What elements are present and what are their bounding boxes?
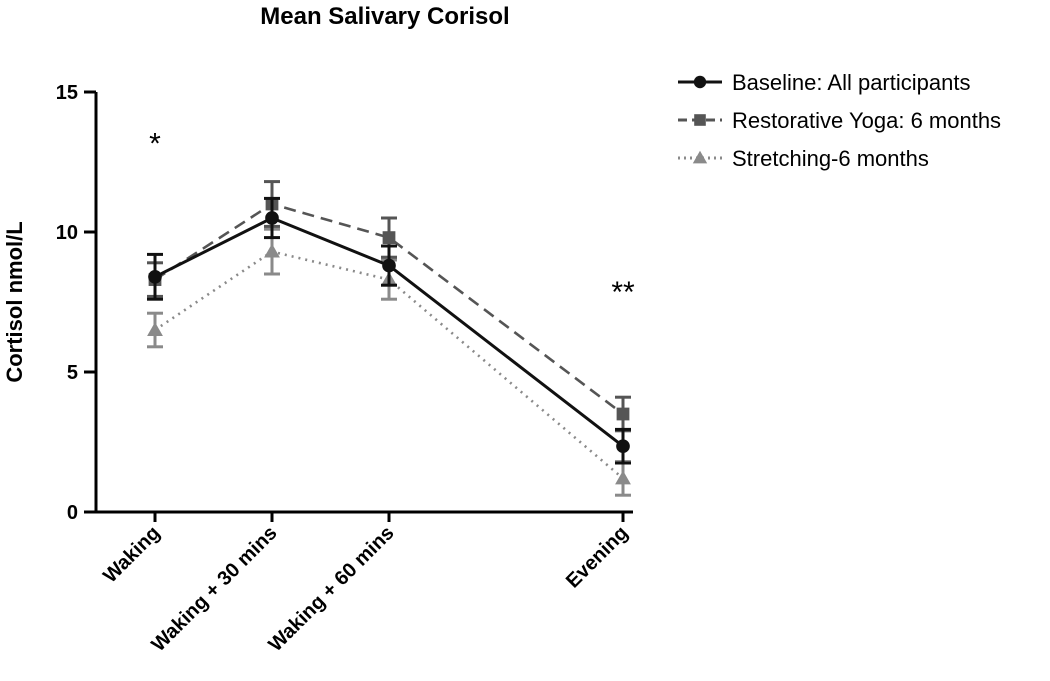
data-point (265, 211, 279, 225)
y-tick-label: 15 (56, 82, 78, 104)
data-point (615, 470, 631, 485)
data-point (382, 231, 396, 244)
series-square (147, 180, 631, 433)
y-tick-label: 10 (56, 222, 78, 244)
series-circle (147, 196, 631, 465)
series-line (154, 216, 624, 448)
y-axis-label: Cortisol nmol/L (2, 221, 27, 382)
y-tick-label: 5 (67, 362, 78, 384)
series-line (154, 250, 624, 480)
legend-entry: Restorative Yoga: 6 months (678, 108, 1001, 133)
y-tick-label: 0 (67, 502, 78, 524)
data-point (382, 258, 396, 273)
legend-marker (693, 75, 707, 89)
data-point (147, 322, 163, 336)
data-point (616, 407, 630, 421)
legend-label: Restorative Yoga: 6 months (732, 108, 1001, 133)
data-point (148, 269, 162, 284)
legend-marker (692, 150, 708, 164)
x-tick-label: Evening (562, 522, 633, 593)
legend-entry: Baseline: All participants (678, 70, 970, 95)
significance-marker: ** (611, 276, 635, 309)
data-point (264, 243, 280, 258)
series-line (154, 202, 624, 416)
legend-marker (694, 114, 706, 126)
series-layer (147, 180, 631, 497)
chart-title: Mean Salivary Corisol (260, 3, 509, 30)
x-tick-label: Waking + 30 mins (147, 522, 281, 656)
legend-label: Stretching-6 months (732, 146, 929, 171)
legend-entry: Stretching-6 months (678, 146, 929, 171)
x-tick-label: Waking (99, 522, 164, 587)
annotation-layer: *** (149, 128, 635, 309)
significance-marker: * (149, 128, 161, 161)
x-tick-label: Waking + 60 mins (264, 522, 398, 656)
data-point (616, 439, 630, 454)
legend-label: Baseline: All participants (732, 70, 970, 95)
legend: Baseline: All participants Restorative Yo… (678, 70, 1001, 171)
